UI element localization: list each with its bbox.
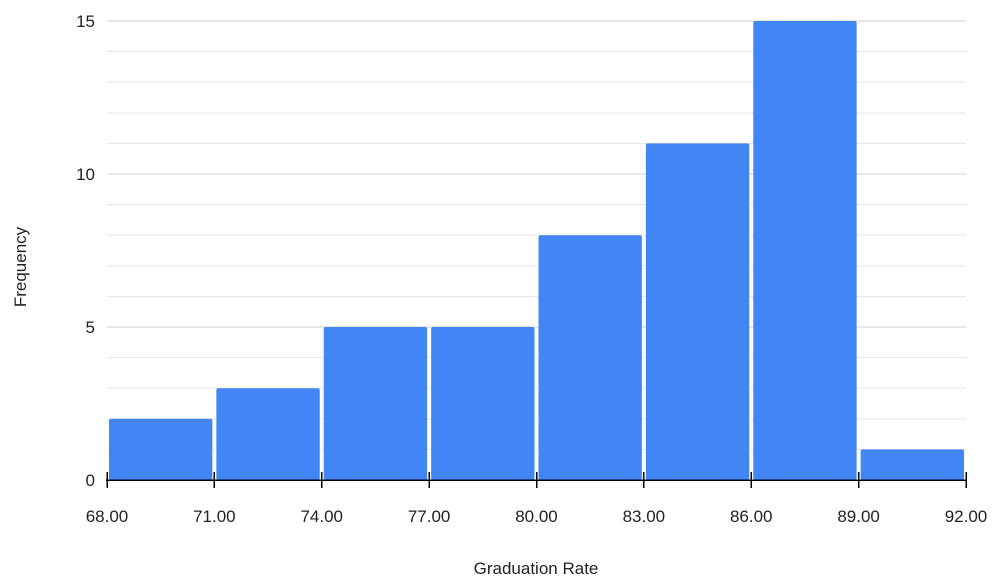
x-axis-tick-labels: 68.00 71.00 74.00 77.00 80.00 83.00 86.00 89.00… bbox=[86, 507, 988, 526]
histogram-bar bbox=[538, 235, 642, 480]
axes bbox=[106, 472, 967, 488]
x-tick-label: 68.00 bbox=[86, 507, 129, 526]
histogram-bar bbox=[860, 449, 964, 480]
histogram-bar bbox=[645, 143, 750, 480]
y-tick-label: 10 bbox=[76, 165, 95, 184]
x-tick-label: 89.00 bbox=[837, 507, 880, 526]
x-tick-label: 74.00 bbox=[300, 507, 343, 526]
x-tick-label: 92.00 bbox=[945, 507, 988, 526]
x-tick-label: 77.00 bbox=[408, 507, 451, 526]
histogram-bars bbox=[109, 21, 964, 480]
histogram-bar bbox=[431, 327, 535, 480]
x-axis-title: Graduation Rate bbox=[474, 559, 599, 578]
histogram-bar bbox=[323, 327, 428, 480]
histogram-bar bbox=[753, 21, 857, 480]
histogram-bar bbox=[109, 418, 213, 480]
y-tick-label: 15 bbox=[76, 12, 95, 31]
y-axis-title: Frequency bbox=[11, 226, 30, 307]
x-tick-label: 83.00 bbox=[623, 507, 666, 526]
x-tick-label: 86.00 bbox=[730, 507, 773, 526]
x-tick-label: 80.00 bbox=[515, 507, 558, 526]
y-axis-tick-labels: 0 5 10 15 bbox=[76, 12, 95, 490]
y-tick-label: 5 bbox=[86, 318, 95, 337]
x-tick-label: 71.00 bbox=[193, 507, 236, 526]
y-tick-label: 0 bbox=[86, 471, 95, 490]
histogram-bar bbox=[216, 388, 320, 480]
